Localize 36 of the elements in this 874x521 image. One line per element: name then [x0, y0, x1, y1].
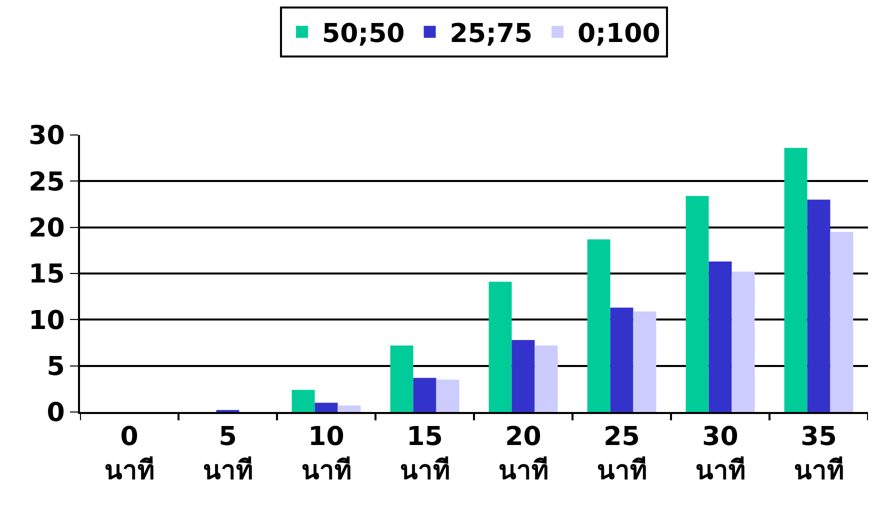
y-tick-label: 20: [28, 213, 65, 244]
x-tick-label: 35 นาที: [794, 422, 844, 486]
bar: [807, 200, 830, 412]
x-tick-label: 20 นาที: [498, 422, 548, 486]
bar: [436, 380, 460, 412]
bar: [534, 346, 558, 412]
y-tick-label: 5: [46, 352, 65, 382]
y-tick-label: 25: [28, 167, 65, 198]
bar: [512, 340, 535, 412]
bar: [830, 232, 854, 412]
bar: [390, 346, 414, 412]
y-tick-label: 10: [28, 306, 65, 336]
bar: [314, 402, 338, 412]
bar: [488, 282, 512, 412]
bar: [413, 378, 436, 412]
x-tick-label: 10 นาที: [301, 422, 352, 486]
x-tick-label: 25 นาที: [596, 422, 647, 486]
x-tick-label: 30 นาที: [695, 422, 746, 486]
bar: [338, 406, 361, 412]
bar: [686, 196, 709, 412]
bar: [292, 390, 315, 412]
bar: [732, 272, 755, 412]
bar: [784, 148, 808, 412]
x-tick-label: 5 นาที: [202, 422, 253, 486]
y-tick-label: 0: [46, 398, 65, 428]
legend-label: 25;75: [450, 18, 533, 49]
x-tick-label: 15 นาที: [400, 422, 450, 486]
legend-label: 50;50: [322, 18, 405, 49]
bar: [708, 262, 732, 412]
legend-label: 0;100: [578, 18, 660, 49]
bar: [610, 308, 634, 412]
bar: [587, 239, 610, 412]
y-tick-label: 30: [28, 121, 65, 152]
x-tick-label: 0 นาที: [104, 422, 154, 486]
y-tick-label: 15: [28, 260, 65, 290]
bar: [633, 311, 656, 412]
